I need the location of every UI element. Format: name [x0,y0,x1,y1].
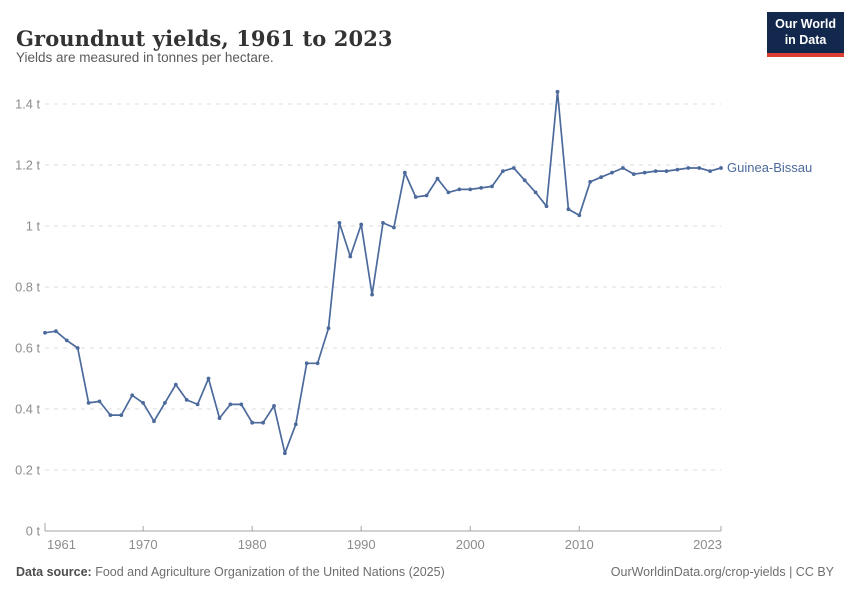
svg-text:1980: 1980 [238,537,267,552]
credit-link[interactable]: OurWorldinData.org/crop-yields | CC BY [610,565,834,579]
svg-text:0.4 t: 0.4 t [15,402,40,417]
svg-text:0.2 t: 0.2 t [15,463,40,478]
svg-text:0.6 t: 0.6 t [15,341,40,356]
y-axis-labels: 0 t 0.2 t 0.4 t 0.6 t 0.8 t 1 t 1.2 t 1.4 t [15,97,40,539]
svg-text:2010: 2010 [565,537,594,552]
data-source-text: Food and Agriculture Organization of the… [95,565,445,579]
data-source-label: Data source: [16,565,92,579]
x-axis [44,523,722,532]
series-line [44,90,722,455]
svg-text:1.2 t: 1.2 t [15,158,40,173]
svg-text:1990: 1990 [347,537,376,552]
svg-text:0 t: 0 t [26,524,41,539]
svg-text:0.8 t: 0.8 t [15,280,40,295]
svg-text:1.4 t: 1.4 t [15,97,40,112]
chart-title: Groundnut yields, 1961 to 2023 [16,26,393,52]
svg-text:1 t: 1 t [26,219,41,234]
svg-text:2023: 2023 [693,537,722,552]
owid-logo-line1: Our World [775,17,836,31]
series-points [43,89,723,456]
x-axis-labels: 1961 1970 1980 1990 2000 2010 2023 [47,537,722,552]
svg-text:1961: 1961 [47,537,76,552]
series-label-guinea-bissau[interactable]: Guinea-Bissau [727,160,813,175]
svg-text:2000: 2000 [456,537,485,552]
owid-logo-line2: in Data [784,32,827,47]
gridlines [45,103,721,471]
chart-footer: Data source: Food and Agriculture Organi… [16,565,834,579]
chart-subtitle: Yields are measured in tonnes per hectar… [16,50,274,65]
data-source: Data source: Food and Agriculture Organi… [16,565,445,579]
owid-logo[interactable]: Our World in Data [767,12,844,58]
svg-text:1970: 1970 [129,537,158,552]
